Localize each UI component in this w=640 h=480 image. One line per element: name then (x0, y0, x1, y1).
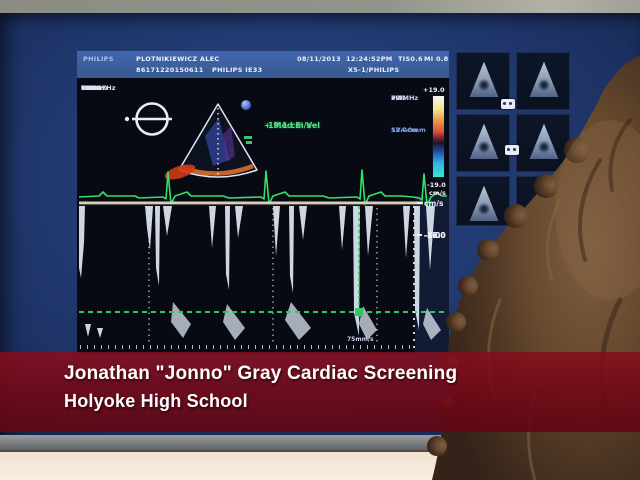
clip-badge-icon (505, 145, 519, 155)
caption-line1: Jonathan "Jonno" Gray Cardiac Screening (64, 363, 458, 384)
exam-date: 08/11/2013 (297, 55, 341, 63)
mi-value: MI 0.8 (424, 55, 449, 63)
imaging-parameter: P Low (81, 84, 103, 92)
transducer-name: X5-1/PHILIPS (348, 66, 400, 74)
sample-parameter: SV4.0mm (391, 126, 426, 134)
measurement-cursors (79, 206, 445, 343)
imaging-parameter: TDI (81, 84, 94, 92)
time-axis-ticks (80, 345, 416, 349)
doppler-baseline (79, 201, 423, 205)
velocity-scale: -4.0 -8.0 -12.0 -16.0 -20.0 (417, 231, 451, 361)
caliper-circle-icon (124, 102, 172, 136)
exam-header-bar: PHILIPS PLOTNIKIEWICZ ALEC 08/11/2013 12… (77, 51, 449, 78)
measurement-value: 19.1 cm/s (268, 121, 312, 130)
echo-thumbnail (516, 52, 570, 110)
colorbar-max-label: +19.0 (423, 86, 445, 94)
caption-lower-third: Jonathan "Jonno" Gray Cardiac Screening … (0, 352, 640, 432)
patient-id: 86171220150611 (136, 66, 204, 74)
colorbar-unit-label: cm/s (429, 189, 446, 197)
imaging-parameter: 3.6MHz (81, 84, 109, 92)
echo-thumbnail (456, 114, 510, 172)
sample-parameter: 12.0cm (391, 126, 418, 134)
tis-value: TIS0.6 (398, 55, 423, 63)
monitor-bezel (0, 435, 640, 452)
imaging-parameter: C 40 (81, 84, 98, 92)
wall-below-monitor (0, 452, 640, 480)
scale-unit-label: cm/s (417, 199, 443, 208)
imaging-parameter: 70% (81, 84, 97, 92)
caption-line2: Holyoke High School (64, 391, 248, 411)
imaging-area (77, 78, 449, 354)
pw-parameter: 3.5MHz (391, 94, 419, 102)
colorbar-min-label: -19.0 (427, 181, 446, 189)
exam-time: 12:24:52PM (346, 55, 393, 63)
stage-icon (244, 136, 252, 144)
orientation-marker-icon (240, 99, 252, 111)
echo-thumbnail (516, 176, 570, 226)
scale-minor-ticks (413, 206, 415, 350)
pw-parameter: 70% (391, 94, 407, 102)
imaging-parameter: 63% (81, 84, 97, 92)
echo-thumbnail (516, 114, 570, 172)
measurement-label: + Med E' Vel (264, 121, 321, 130)
echo-thumbnail (456, 176, 510, 226)
spectral-doppler-waveform (79, 206, 441, 340)
scale-tick-label: -20.0 (417, 231, 446, 241)
tdi-colorbar (432, 95, 445, 178)
2d-sector-image (164, 103, 258, 180)
imaging-parameter: 2D (81, 84, 91, 92)
echo-graphics (78, 99, 449, 354)
imaging-parameter: 17cm (81, 84, 101, 92)
sweep-speed-label: 75mm/s (347, 336, 374, 343)
philips-logo: PHILIPS (83, 55, 114, 63)
wall (0, 0, 640, 14)
ecg-trace (78, 169, 447, 206)
imaging-parameter: HGen (81, 84, 101, 92)
system-name: PHILIPS IE33 (212, 66, 263, 74)
pw-parameter: PW (391, 94, 403, 102)
doppler-baseline-shadow (79, 204, 423, 206)
clip-badge-icon (501, 99, 515, 109)
imaging-parameter: FR 107Hz (81, 84, 116, 92)
patient-name: PLOTNIKIEWICZ ALEC (136, 55, 220, 63)
